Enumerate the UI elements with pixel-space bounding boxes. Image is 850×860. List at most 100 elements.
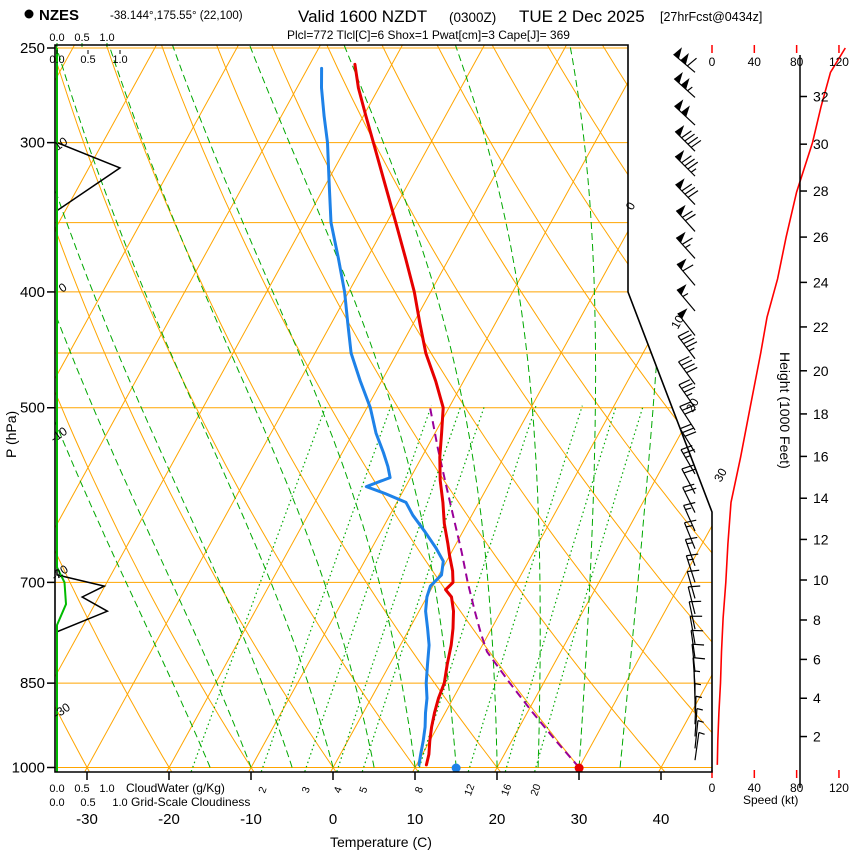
svg-text:120: 120: [829, 55, 849, 69]
svg-text:0.5: 0.5: [74, 32, 89, 44]
svg-text:20: 20: [813, 363, 829, 379]
valid-date: TUE 2 Dec 2025: [519, 7, 645, 26]
svg-text:500: 500: [20, 400, 45, 417]
cloudiness-profile: [56, 48, 122, 772]
svg-text:40: 40: [653, 811, 670, 828]
svg-text:0.0: 0.0: [49, 783, 64, 795]
svg-text:0.5: 0.5: [80, 797, 95, 809]
svg-text:14: 14: [813, 490, 829, 506]
svg-text:22: 22: [813, 319, 829, 335]
svg-text:12: 12: [813, 531, 829, 547]
cloudwater-profile: [56, 48, 68, 772]
plot-frame: [54, 44, 713, 773]
svg-text:20: 20: [528, 782, 543, 797]
svg-text:700: 700: [20, 574, 45, 591]
svg-text:0.0: 0.0: [49, 54, 64, 66]
svg-text:1000: 1000: [12, 759, 45, 776]
svg-text:0: 0: [56, 280, 70, 295]
station-bullet-icon: [24, 9, 34, 19]
valid-utc: (0300Z): [449, 10, 496, 25]
svg-text:16: 16: [813, 448, 829, 464]
svg-text:12: 12: [462, 782, 477, 797]
temperature-axis-label: Temperature (C): [330, 834, 432, 850]
mixing-ratio-labels: 2 3 4 5 8 12 16 20: [256, 782, 543, 797]
svg-text:5: 5: [357, 785, 370, 795]
svg-text:120: 120: [829, 781, 849, 795]
surface-dewpoint-marker: [451, 763, 461, 773]
svg-text:0: 0: [623, 199, 639, 212]
height-axis: [799, 55, 807, 788]
mixing-ratio-lines: [190, 405, 644, 772]
svg-text:400: 400: [20, 284, 45, 301]
svg-text:30: 30: [711, 466, 730, 485]
surface-parcel-marker: [574, 763, 584, 773]
speed-axis-label: Speed (kt): [743, 793, 798, 807]
wind-barbs: [673, 47, 706, 761]
svg-text:-20: -20: [49, 562, 72, 584]
svg-text:0.5: 0.5: [74, 783, 89, 795]
svg-text:30: 30: [571, 811, 588, 828]
svg-text:0.0: 0.0: [49, 32, 64, 44]
pressure-ticks: [47, 47, 55, 769]
svg-text:250: 250: [20, 40, 45, 57]
svg-text:-10: -10: [240, 811, 262, 828]
svg-text:4: 4: [813, 690, 821, 706]
svg-text:16: 16: [499, 782, 514, 797]
svg-text:850: 850: [20, 675, 45, 692]
forecast-info: [27hrFcst@0434z]: [660, 10, 762, 24]
parcel-curve: [429, 407, 580, 769]
pressure-axis-label: P (hPa): [3, 411, 19, 458]
svg-text:-10: -10: [48, 424, 71, 446]
speed-scale-bottom: 0 40 80 120: [709, 770, 849, 795]
svg-text:10: 10: [51, 134, 70, 153]
svg-text:-30: -30: [76, 811, 98, 828]
dewpoint-curve: [320, 66, 445, 767]
svg-text:40: 40: [748, 781, 762, 795]
svg-text:8: 8: [813, 612, 821, 628]
svg-text:28: 28: [813, 183, 829, 199]
svg-text:24: 24: [813, 274, 829, 290]
dry-adiabat-labels: 10 0 -10 -20 -30: [48, 134, 74, 721]
svg-text:2: 2: [256, 785, 269, 795]
temperature-ticks: [86, 772, 662, 780]
svg-text:6: 6: [813, 651, 821, 667]
svg-text:40: 40: [748, 55, 762, 69]
cloudwater-label: CloudWater (g/Kg): [126, 781, 225, 795]
svg-text:1.0: 1.0: [99, 783, 114, 795]
svg-text:26: 26: [813, 229, 829, 245]
isobar-grid: [55, 47, 712, 768]
wind-speed-curve: [716, 47, 846, 765]
svg-text:2: 2: [813, 729, 821, 745]
svg-text:-20: -20: [158, 811, 180, 828]
svg-text:-30: -30: [51, 700, 74, 722]
svg-text:0: 0: [709, 55, 716, 69]
svg-text:30: 30: [813, 136, 829, 152]
speed-scale-top: 0 40 80 120: [709, 45, 849, 69]
temperature-tick-labels: -30 -20 -10 0 10 20 30 40: [76, 811, 669, 828]
svg-text:4: 4: [332, 785, 345, 795]
svg-text:10: 10: [813, 572, 829, 588]
svg-text:1.0: 1.0: [99, 32, 114, 44]
svg-text:0.5: 0.5: [80, 54, 95, 66]
svg-text:20: 20: [489, 811, 506, 828]
cloudiness-scale: 0.0 0.0 0.5 0.5 1.0 1.0: [49, 50, 128, 809]
moist-adiabats: [55, 45, 670, 768]
pressure-tick-labels: 250 300 400 500 700 850 1000: [12, 40, 45, 776]
svg-text:32: 32: [813, 88, 829, 104]
svg-text:80: 80: [790, 55, 804, 69]
chart-graphics: 0102030100-10-20-30234581216200408012004…: [12, 32, 850, 828]
svg-text:300: 300: [20, 135, 45, 152]
svg-text:10: 10: [407, 811, 424, 828]
cloudiness-label: Grid-Scale Cloudiness: [131, 795, 250, 809]
svg-text:0.0: 0.0: [49, 797, 64, 809]
svg-text:18: 18: [813, 406, 829, 422]
cloudwater-scale: 0.0 0.0 0.5 0.5 1.0 1.0: [49, 32, 114, 795]
svg-text:0: 0: [709, 781, 716, 795]
station-id: NZES: [39, 7, 79, 24]
indices-line: Plcl=772 Tlcl[C]=6 Shox=1 Pwat[cm]=3 Cap…: [287, 28, 570, 42]
temperature-curve: [353, 62, 455, 767]
height-axis-label: Height (1000 Feet): [777, 352, 793, 469]
svg-text:3: 3: [300, 785, 313, 795]
